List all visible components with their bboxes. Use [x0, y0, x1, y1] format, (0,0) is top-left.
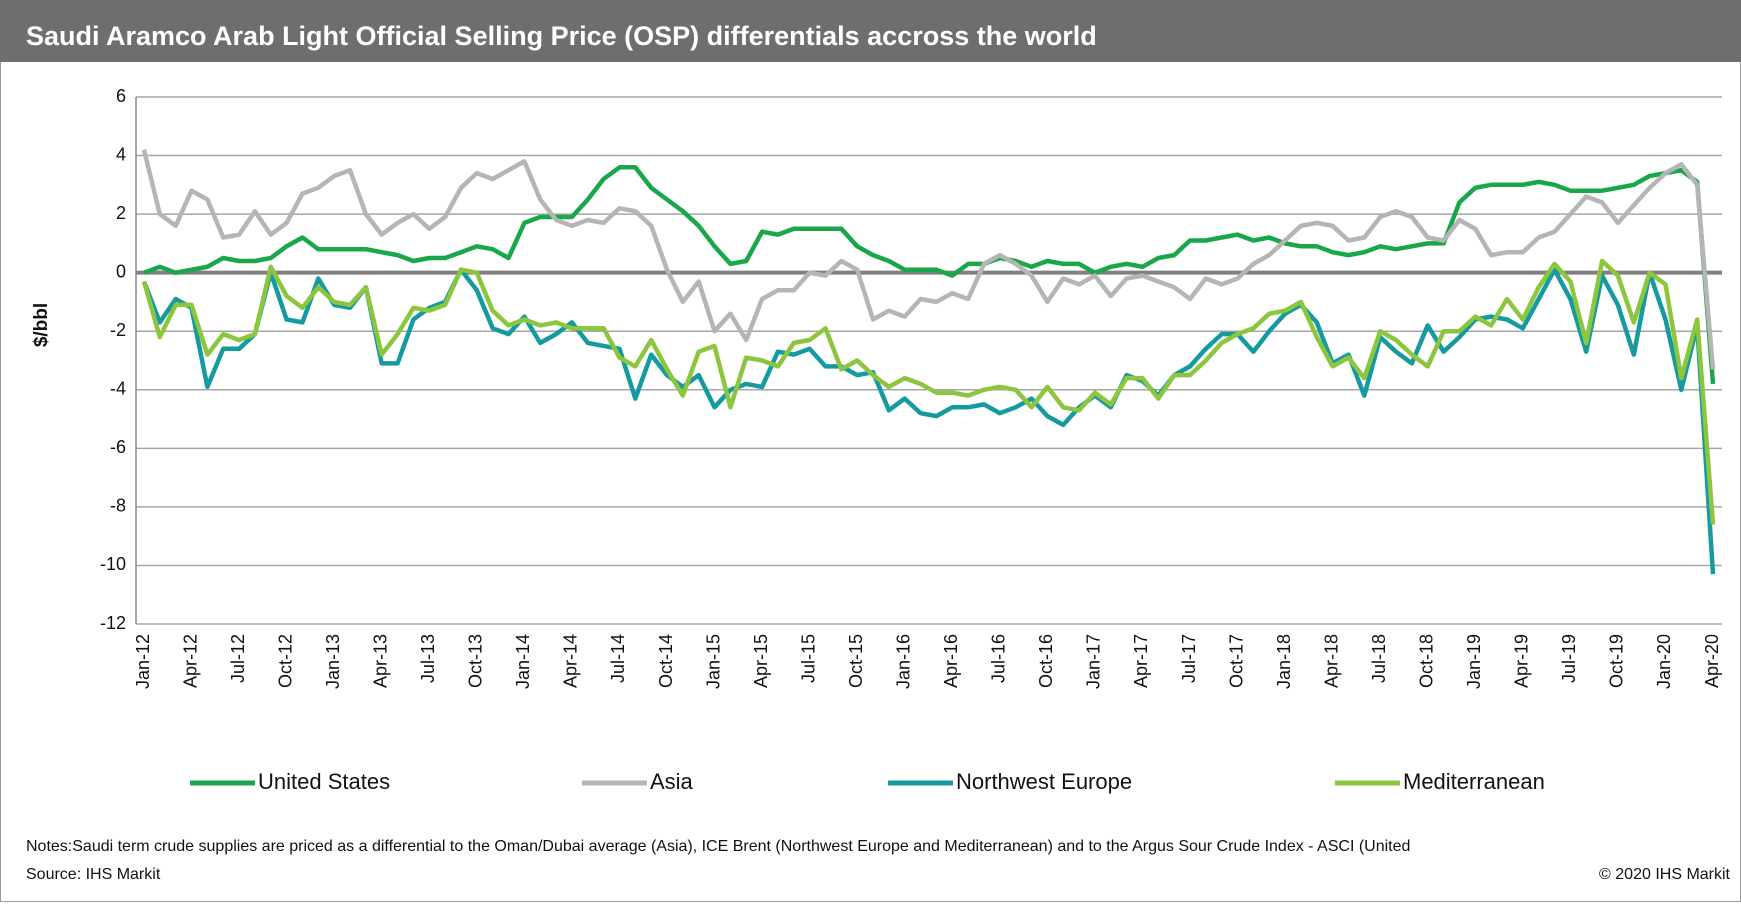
x-tick-label: Jan-13	[323, 634, 343, 689]
x-tick-label: Apr-16	[941, 634, 961, 688]
y-axis-label: $/bbl	[31, 303, 52, 347]
x-tick-label: Jul-12	[228, 634, 248, 683]
x-tick-label: Jul-18	[1369, 634, 1389, 683]
y-tick-label: -4	[110, 379, 126, 399]
x-tick-label: Oct-15	[846, 634, 866, 688]
x-tick-label: Apr-12	[180, 634, 200, 688]
x-tick-label: Jul-16	[989, 634, 1009, 683]
y-tick-label: -10	[100, 554, 126, 574]
x-tick-label: Apr-20	[1702, 634, 1722, 688]
x-tick-label: Apr-18	[1321, 634, 1341, 688]
x-tick-label: Apr-19	[1512, 634, 1532, 688]
legend-label: Mediterranean	[1403, 769, 1545, 794]
legend-label: Northwest Europe	[956, 769, 1132, 794]
copyright: © 2020 IHS Markit	[1599, 866, 1731, 883]
x-tick-label: Apr-13	[370, 634, 390, 688]
x-tick-label: Oct-16	[1036, 634, 1056, 688]
x-tick-label: Jul-15	[798, 634, 818, 683]
x-tick-label: Jan-17	[1084, 634, 1104, 689]
y-tick-label: -8	[110, 496, 126, 516]
x-tick-label: Jan-14	[513, 634, 533, 689]
y-tick-label: 6	[116, 86, 126, 106]
x-tick-label: Jan-18	[1274, 634, 1294, 689]
x-tick-label: Jan-20	[1654, 634, 1674, 689]
x-tick-label: Jul-19	[1559, 634, 1579, 683]
legend-label: United States	[258, 769, 390, 794]
x-tick-label: Jan-16	[893, 634, 913, 689]
y-tick-label: -12	[100, 613, 126, 633]
series-line	[141, 267, 1716, 575]
y-tick-label: -2	[110, 320, 126, 340]
y-tick-label: 2	[116, 203, 126, 223]
y-tick-label: -6	[110, 437, 126, 457]
y-tick-label: 0	[116, 261, 126, 281]
series-line	[141, 258, 1716, 525]
x-tick-label: Oct-14	[656, 634, 676, 688]
source: Source: IHS Markit	[26, 866, 161, 883]
x-tick-label: Apr-17	[1131, 634, 1151, 688]
x-tick-label: Jul-13	[418, 634, 438, 683]
x-tick-label: Jan-15	[703, 634, 723, 689]
x-tick-label: Jan-12	[133, 634, 153, 689]
x-tick-label: Oct-13	[466, 634, 486, 688]
x-tick-label: Jul-17	[1179, 634, 1199, 683]
notes: Notes:Saudi term crude supplies are pric…	[26, 838, 1410, 855]
x-tick-label: Jan-19	[1464, 634, 1484, 689]
series-line	[141, 149, 1716, 370]
x-tick-label: Oct-19	[1607, 634, 1627, 688]
x-tick-label: Jul-14	[608, 634, 628, 683]
x-tick-label: Apr-15	[751, 634, 771, 688]
x-tick-label: Oct-12	[275, 634, 295, 688]
title-bar	[0, 0, 1741, 62]
y-tick-label: 4	[116, 144, 126, 164]
x-tick-label: Oct-17	[1226, 634, 1246, 688]
x-tick-label: Oct-18	[1416, 634, 1436, 688]
series-line	[143, 165, 1716, 385]
x-tick-label: Apr-14	[561, 634, 581, 688]
chart-title: Saudi Aramco Arab Light Official Selling…	[26, 21, 1097, 51]
legend-label: Asia	[650, 769, 694, 794]
